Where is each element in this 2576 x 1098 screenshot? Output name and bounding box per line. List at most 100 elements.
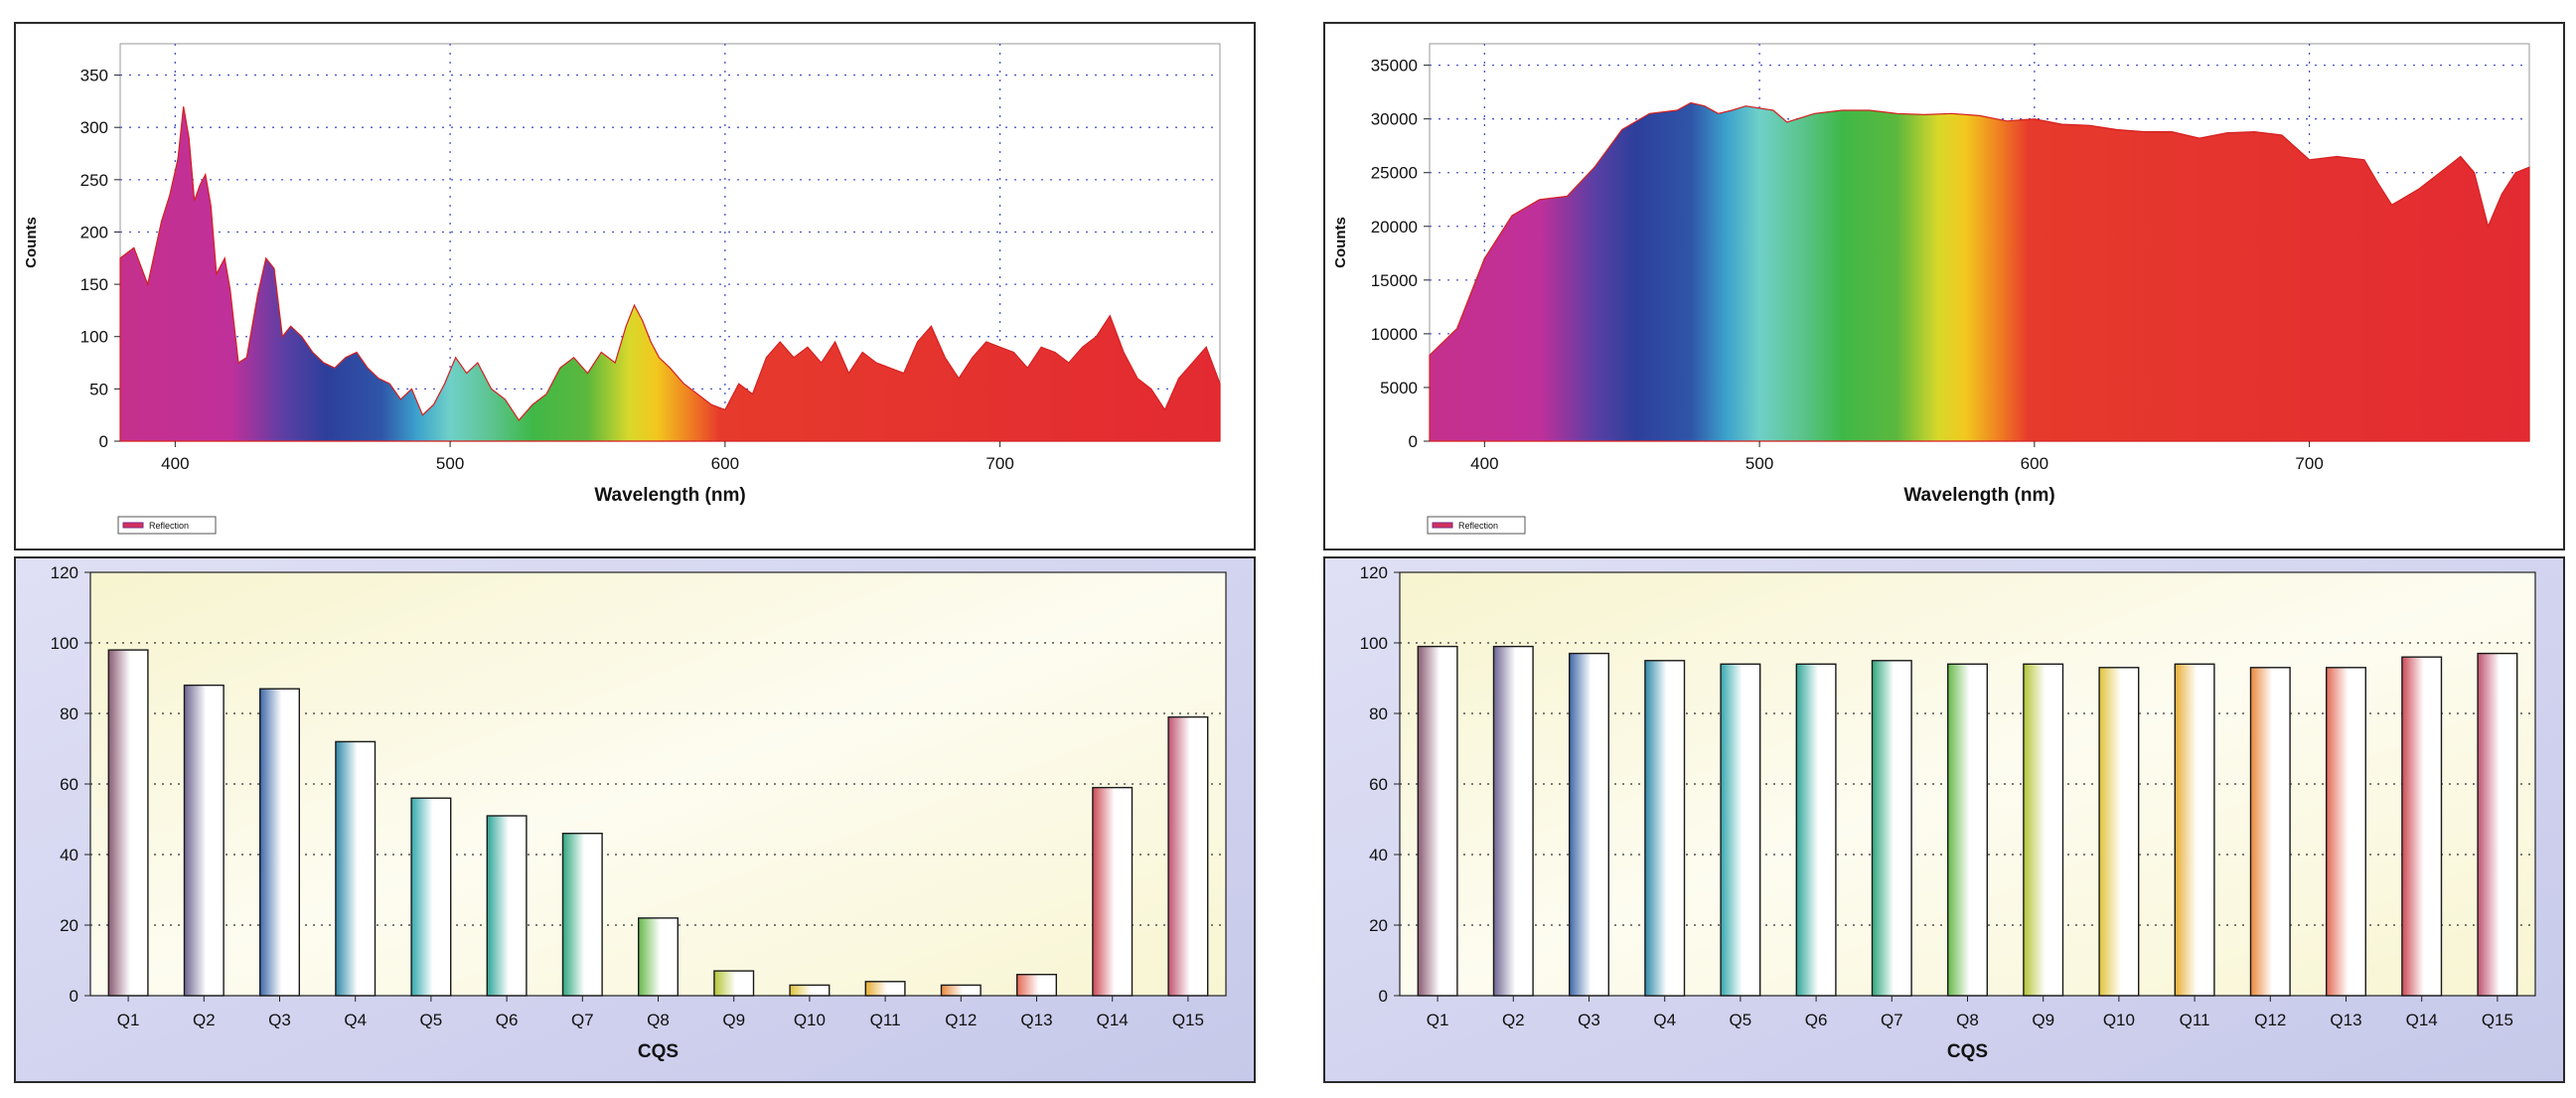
y-tick-label: 100 [1360, 634, 1388, 653]
y-tick-label: 200 [80, 223, 108, 241]
x-tick-label: Q8 [647, 1011, 670, 1029]
y-tick-label: 20 [1369, 916, 1388, 935]
y-tick-label: 0 [1409, 432, 1418, 451]
x-axis-label: Wavelength (nm) [1903, 485, 2054, 506]
x-tick-label: 500 [1745, 454, 1773, 473]
y-tick-label: 120 [1360, 563, 1388, 582]
y-tick-label: 250 [80, 171, 108, 190]
x-axis-label: CQS [1947, 1041, 1988, 1062]
bar-q11 [2174, 663, 2215, 997]
bar-q9 [2023, 663, 2064, 997]
x-tick-label: Q9 [2032, 1011, 2054, 1029]
spectrum-chart-right-svg: 0 5000 10000 15000 20000 25000 30000 35000 400 50… [1332, 43, 2530, 535]
x-tick-label: Q4 [344, 1011, 367, 1029]
x-tick-label: Q8 [1956, 1011, 1979, 1029]
x-tick-label: Q12 [945, 1011, 977, 1029]
bar-q13 [1016, 974, 1058, 997]
bar-q5 [410, 797, 452, 997]
x-tick-label: Q13 [1020, 1011, 1052, 1029]
x-tick-label: 700 [2295, 454, 2323, 473]
x-tick-label: Q9 [722, 1011, 745, 1029]
y-tick-label: 150 [80, 275, 108, 294]
y-tick-label: 25000 [1371, 164, 1418, 183]
y-tick-label: 10000 [1371, 325, 1418, 344]
y-tick-label: 20000 [1371, 218, 1418, 236]
bar-q11 [864, 981, 906, 997]
x-tick-label: Q11 [870, 1011, 901, 1029]
x-tick-label: Q1 [1427, 1011, 1449, 1029]
bar-q10 [2098, 667, 2140, 997]
bar-q9 [713, 970, 755, 997]
cqs-chart-right: Q1 Q2 Q3 Q4 Q5 Q6 Q7 Q8 Q9 Q10 Q11 Q12 Q13 Q14 Q15 0 20 4… [1323, 556, 2565, 1083]
y-tick-label: 80 [1369, 705, 1388, 723]
y-axis-label: Counts [1332, 217, 1349, 268]
x-tick-label: Q14 [2406, 1011, 2438, 1029]
legend-box [1427, 516, 1526, 535]
y-tick-label: 0 [70, 987, 78, 1006]
bar-q1 [1417, 645, 1458, 997]
bar-q3 [1568, 652, 1609, 997]
y-tick-label: 60 [60, 775, 78, 794]
x-tick-label: Q7 [571, 1011, 594, 1029]
spectrum-area [1429, 101, 2530, 442]
legend-label: Reflection [149, 521, 189, 531]
y-tick-label: 50 [89, 380, 108, 398]
y-tick-label: 30000 [1371, 110, 1418, 129]
spectrum-chart-left: 0 50 100 150 200 250 300 350 400 500 600 700 Wavelen… [14, 22, 1256, 550]
x-tick-label: 600 [2021, 454, 2048, 473]
x-tick-label: Q12 [2254, 1011, 2286, 1029]
x-tick-label: Q4 [1653, 1011, 1676, 1029]
legend: Reflection [1427, 516, 1526, 535]
bar-q1 [107, 649, 149, 997]
y-tick-label: 40 [1369, 846, 1388, 864]
x-tick-label: Q1 [117, 1011, 140, 1029]
y-tick-label: 5000 [1380, 379, 1418, 397]
x-tick-label: Q15 [1172, 1011, 1204, 1029]
y-tick-label: 60 [1369, 775, 1388, 794]
bar-q14 [1092, 786, 1134, 997]
x-tick-label: Q3 [268, 1011, 291, 1029]
x-axis-label: Wavelength (nm) [594, 485, 745, 506]
x-tick-label: 500 [436, 454, 464, 473]
legend-swatch [1432, 522, 1453, 529]
y-tick-label: 80 [60, 705, 78, 723]
x-tick-label: Q10 [2103, 1011, 2135, 1029]
bar-q2 [1492, 645, 1534, 997]
cqs-chart-left: Q1 Q2 Q3 Q4 Q5 Q6 Q7 Q8 Q9 Q10 Q11 Q12 Q13 Q14 Q15 0 20 4… [14, 556, 1256, 1083]
y-tick-label: 100 [51, 634, 78, 653]
x-tick-label: 600 [711, 454, 739, 473]
legend-box [117, 516, 217, 535]
bar-q5 [1720, 663, 1761, 997]
y-tick-label: 120 [51, 563, 78, 582]
x-tick-label: 400 [1470, 454, 1498, 473]
y-tick-label: 0 [1379, 987, 1388, 1006]
x-tick-label: 400 [161, 454, 189, 473]
bar-q12 [2249, 667, 2291, 997]
x-tick-label: Q5 [420, 1011, 443, 1029]
bar-q6 [1795, 663, 1837, 997]
x-tick-label: Q5 [1730, 1011, 1752, 1029]
x-tick-label: Q15 [2482, 1011, 2513, 1029]
legend: Reflection [117, 516, 217, 535]
x-tick-label: Q6 [496, 1011, 519, 1029]
y-tick-label: 15000 [1371, 271, 1418, 290]
cqs-chart-left-svg: Q1 Q2 Q3 Q4 Q5 Q6 Q7 Q8 Q9 Q10 Q11 Q12 Q13 Q14 Q15 0 20 4… [16, 558, 1254, 1081]
bar-q8 [638, 917, 680, 997]
bar-q3 [258, 688, 300, 997]
x-tick-label: Q2 [193, 1011, 216, 1029]
bar-q10 [789, 984, 831, 997]
y-tick-label: 0 [99, 432, 108, 451]
spectrum-area [119, 106, 1221, 442]
x-axis-label: CQS [638, 1041, 679, 1062]
bar-q13 [2326, 667, 2367, 997]
y-tick-label: 100 [80, 328, 108, 347]
x-tick-label: Q2 [1502, 1011, 1525, 1029]
y-tick-label: 40 [60, 846, 78, 864]
y-tick-label: 35000 [1371, 57, 1418, 76]
bar-q7 [1871, 660, 1912, 997]
y-tick-label: 300 [80, 118, 108, 137]
y-tick-label: 350 [80, 67, 108, 85]
y-axis-label: Counts [23, 217, 40, 268]
spectrum-chart-left-svg: 0 50 100 150 200 250 300 350 400 500 600 700 Wavelen… [23, 43, 1221, 535]
x-tick-label: Q6 [1805, 1011, 1828, 1029]
